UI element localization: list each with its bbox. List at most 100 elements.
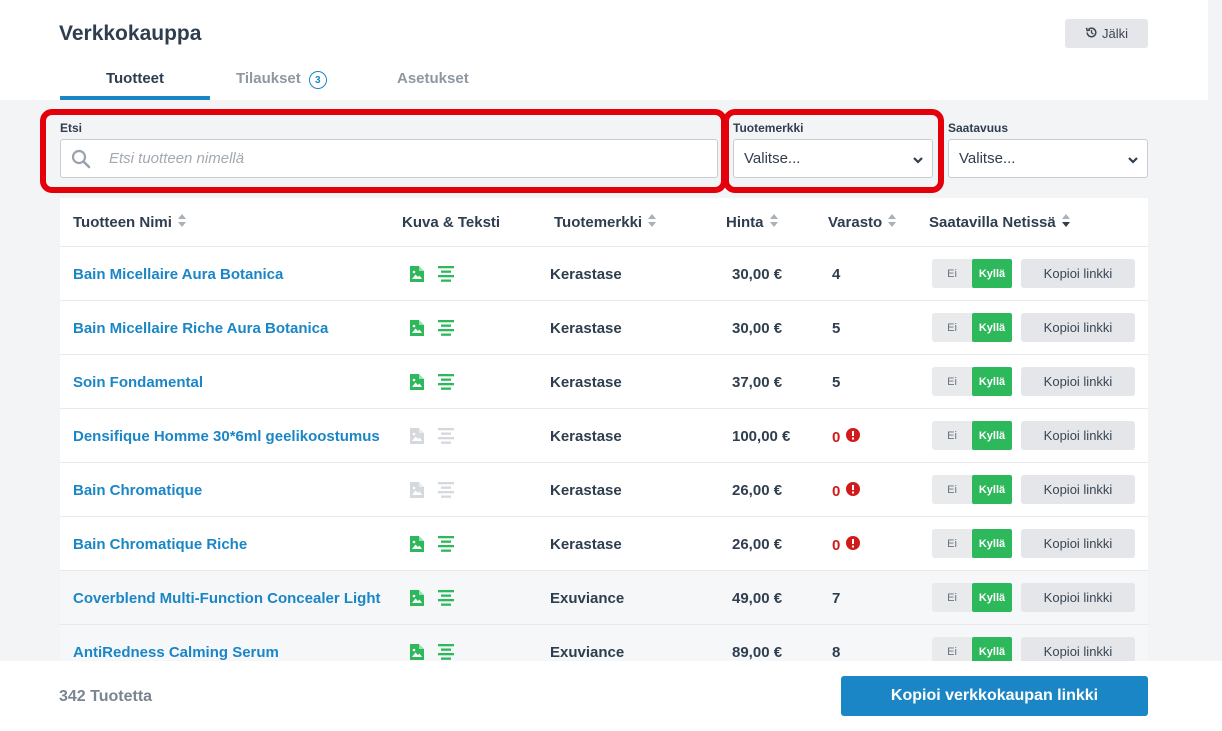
sort-icon <box>177 214 186 231</box>
product-price: 30,00 € <box>732 320 783 337</box>
text-lines-icon[interactable] <box>437 266 455 286</box>
copy-link-button[interactable]: Kopioi linkki <box>1021 475 1135 504</box>
text-lines-icon[interactable] <box>437 482 455 502</box>
table-header: Tuotteen Nimi Kuva & Teksti Tuotemerkki … <box>60 198 1148 247</box>
toggle-off-option[interactable]: Ei <box>947 375 957 388</box>
product-stock: 0 <box>832 428 861 446</box>
column-name-label: Tuotteen Nimi <box>73 214 172 231</box>
text-lines-icon[interactable] <box>437 320 455 340</box>
image-file-icon[interactable] <box>409 643 425 665</box>
image-file-icon[interactable] <box>409 319 425 341</box>
copy-link-button[interactable]: Kopioi linkki <box>1021 367 1135 396</box>
image-file-icon[interactable] <box>409 481 425 503</box>
image-file-icon[interactable] <box>409 373 425 395</box>
product-brand: Kerastase <box>550 482 622 499</box>
scroll-gutter <box>1208 0 1222 661</box>
product-name-link[interactable]: Soin Fondamental <box>73 373 204 391</box>
column-price-label: Hinta <box>726 214 764 231</box>
text-lines-icon[interactable] <box>437 428 455 448</box>
toggle-on-option[interactable]: Kyllä <box>972 421 1012 450</box>
toggle-off-option[interactable]: Ei <box>947 537 957 550</box>
product-name-link[interactable]: Bain Micellaire Aura Botanica <box>73 265 284 283</box>
online-availability-toggle[interactable]: Ei Kyllä <box>932 313 1012 342</box>
product-name-link[interactable]: Bain Micellaire Riche Aura Botanica <box>73 319 329 337</box>
column-online[interactable]: Saatavilla Netissä <box>929 214 1070 231</box>
text-lines-icon[interactable] <box>437 590 455 610</box>
brand-select[interactable]: Valitse... <box>733 139 933 178</box>
copy-link-button[interactable]: Kopioi linkki <box>1021 259 1135 288</box>
column-price[interactable]: Hinta <box>726 214 778 231</box>
stock-value: 7 <box>832 590 841 607</box>
toggle-off-option[interactable]: Ei <box>947 267 957 280</box>
column-online-label: Saatavilla Netissä <box>929 214 1056 231</box>
chevron-down-icon <box>1127 153 1139 170</box>
online-availability-toggle[interactable]: Ei Kyllä <box>932 529 1012 558</box>
image-file-icon[interactable] <box>409 427 425 449</box>
image-file-icon[interactable] <box>409 589 425 611</box>
brand-highlight-annotation <box>723 109 944 193</box>
image-file-icon[interactable] <box>409 265 425 287</box>
toggle-on-option[interactable]: Kyllä <box>972 583 1012 612</box>
product-price: 89,00 € <box>732 644 783 661</box>
column-brand[interactable]: Tuotemerkki <box>554 214 657 231</box>
tab-settings[interactable]: Asetukset <box>397 70 487 100</box>
toggle-on-option[interactable]: Kyllä <box>972 313 1012 342</box>
tab-orders-label: Tilaukset <box>236 70 301 87</box>
sort-icon <box>769 214 778 231</box>
copy-link-button[interactable]: Kopioi linkki <box>1021 529 1135 558</box>
copy-link-button[interactable]: Kopioi linkki <box>1021 421 1135 450</box>
copy-link-button[interactable]: Kopioi linkki <box>1021 313 1135 342</box>
search-label: Etsi <box>60 121 83 135</box>
product-name-link[interactable]: Bain Chromatique <box>73 481 203 499</box>
online-availability-toggle[interactable]: Ei Kyllä <box>932 259 1012 288</box>
toggle-on-option[interactable]: Kyllä <box>972 475 1012 504</box>
search-input[interactable] <box>109 140 709 177</box>
tab-products[interactable]: Tuotteet <box>60 70 210 100</box>
column-stock[interactable]: Varasto <box>828 214 897 231</box>
toggle-off-option[interactable]: Ei <box>947 645 957 658</box>
out-of-stock-alert-icon <box>846 428 861 446</box>
toggle-on-option[interactable]: Kyllä <box>972 259 1012 288</box>
product-name-link[interactable]: Coverblend Multi-Function Concealer Ligh… <box>73 589 381 607</box>
search-icon <box>71 149 91 174</box>
search-highlight-annotation <box>40 109 727 193</box>
copy-shop-link-button[interactable]: Kopioi verkkokaupan linkki <box>841 676 1148 716</box>
online-availability-toggle[interactable]: Ei Kyllä <box>932 475 1012 504</box>
brand-select-value: Valitse... <box>744 150 801 167</box>
stock-value: 5 <box>832 320 841 337</box>
history-button[interactable]: Jälki <box>1065 19 1148 48</box>
toggle-off-option[interactable]: Ei <box>947 321 957 334</box>
product-brand: Kerastase <box>550 428 622 445</box>
tab-orders[interactable]: Tilaukset 3 <box>236 70 346 100</box>
tab-products-label: Tuotteet <box>105 70 165 87</box>
online-availability-toggle[interactable]: Ei Kyllä <box>932 367 1012 396</box>
text-lines-icon[interactable] <box>437 644 455 664</box>
product-brand: Kerastase <box>550 266 622 283</box>
table-row: Densifique Homme 30*6ml geelikoostumus Ke… <box>60 409 1148 463</box>
text-lines-icon[interactable] <box>437 374 455 394</box>
stock-value: 0 <box>832 428 841 446</box>
toggle-on-option[interactable]: Kyllä <box>972 367 1012 396</box>
product-price: 49,00 € <box>732 590 783 607</box>
toggle-on-option[interactable]: Kyllä <box>972 529 1012 558</box>
toggle-off-option[interactable]: Ei <box>947 483 957 496</box>
text-lines-icon[interactable] <box>437 536 455 556</box>
online-availability-toggle[interactable]: Ei Kyllä <box>932 421 1012 450</box>
product-name-link[interactable]: AntiRedness Calming Serum <box>73 643 279 661</box>
image-file-icon[interactable] <box>409 535 425 557</box>
product-name-link[interactable]: Densifique Homme 30*6ml geelikoostumus <box>73 427 380 445</box>
toggle-off-option[interactable]: Ei <box>947 429 957 442</box>
copy-link-button[interactable]: Kopioi linkki <box>1021 583 1135 612</box>
search-field[interactable] <box>60 139 718 178</box>
history-label: Jälki <box>1101 26 1128 41</box>
brand-filter-label: Tuotemerkki <box>733 121 804 135</box>
availability-select[interactable]: Valitse... <box>948 139 1148 178</box>
table-row: Bain Chromatique Riche Kerastase 26,00 € 0 E… <box>60 517 1148 571</box>
product-name-link[interactable]: Bain Chromatique Riche <box>73 535 248 553</box>
top-bar: Verkkokauppa Jälki Tuotteet Tilaukset 3 … <box>0 0 1208 100</box>
column-media-label: Kuva & Teksti <box>402 214 501 231</box>
column-name[interactable]: Tuotteen Nimi <box>73 214 186 231</box>
toggle-off-option[interactable]: Ei <box>947 591 957 604</box>
online-availability-toggle[interactable]: Ei Kyllä <box>932 583 1012 612</box>
sort-icon <box>1061 214 1070 231</box>
